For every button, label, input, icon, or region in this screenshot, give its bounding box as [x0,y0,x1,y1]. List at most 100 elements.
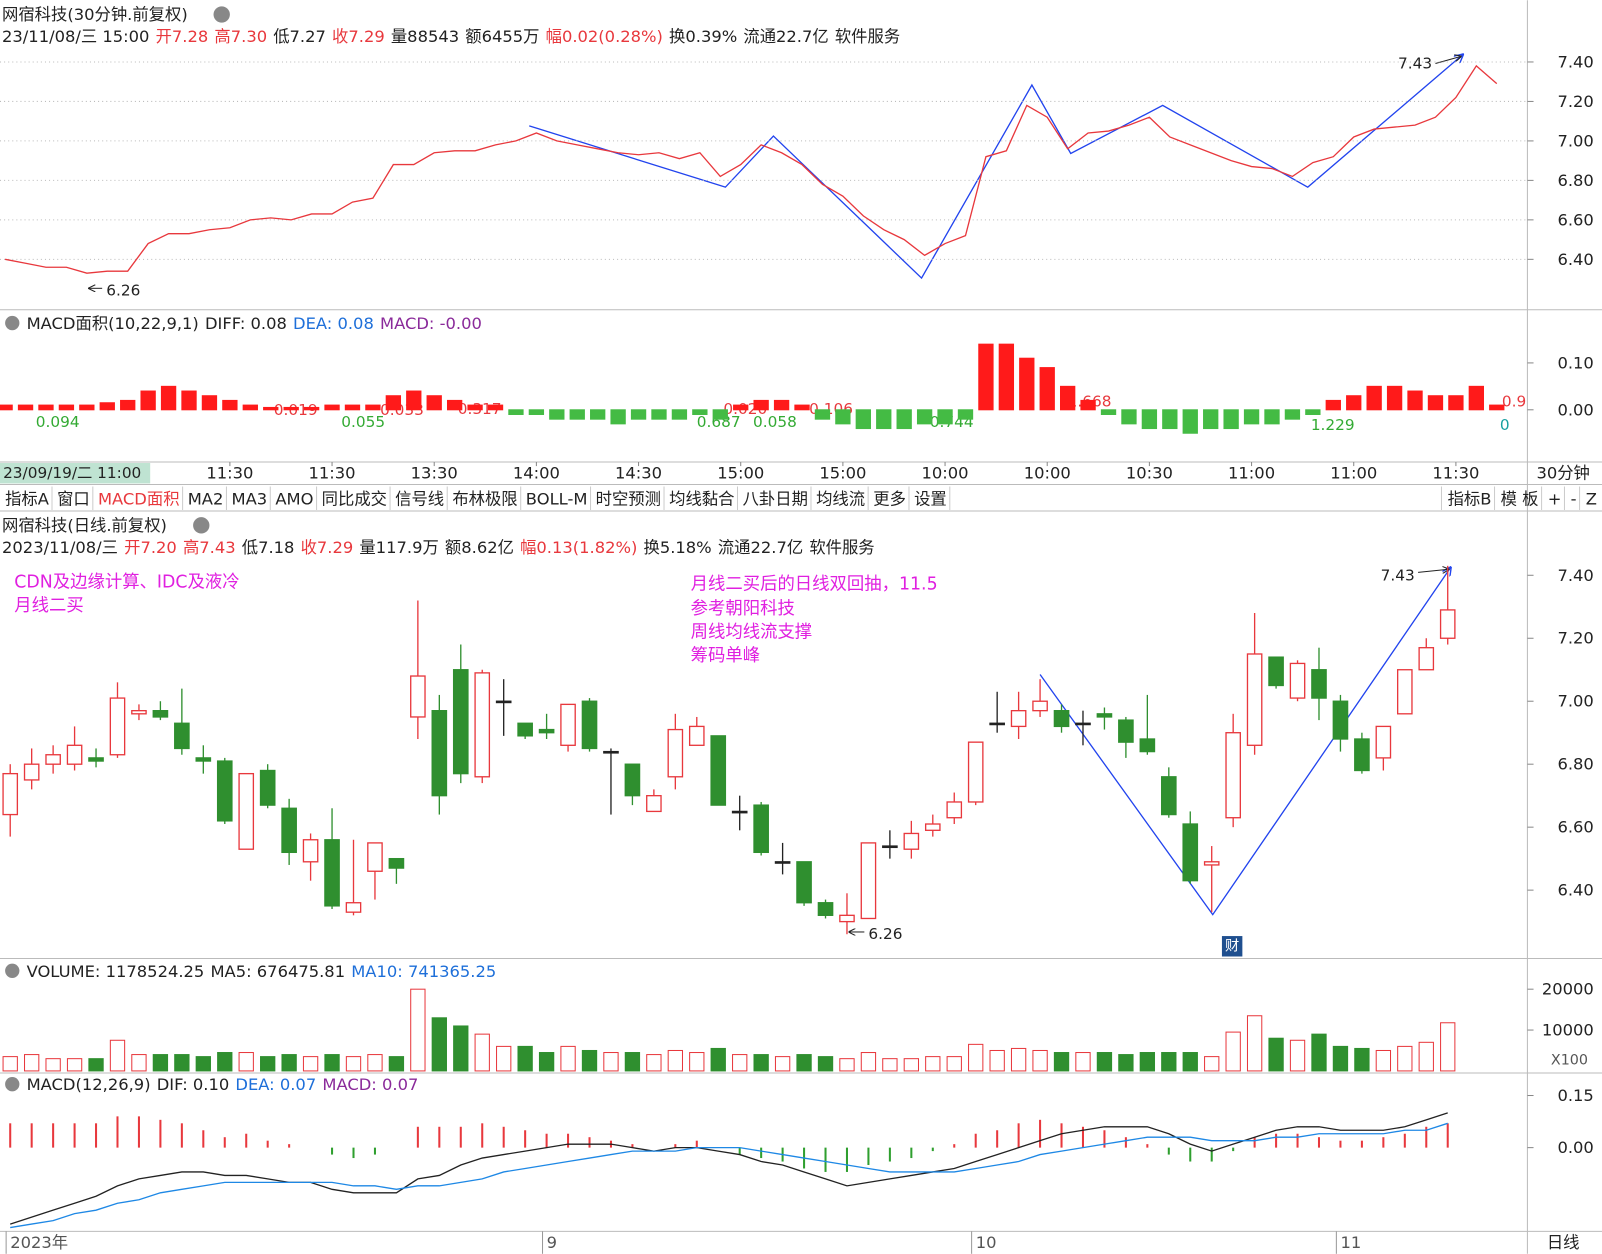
bar [903,1058,920,1072]
bar [1182,1052,1198,1072]
toolbar-button[interactable]: BOLL-M [526,489,588,508]
candle-body [796,861,812,904]
indicator-line [10,1112,1448,1225]
event-badge[interactable] [1221,936,1243,957]
bar [1019,357,1035,411]
cursor-time: 23/09/19/二 11:00 [3,464,141,482]
toolbar-button[interactable]: 设置 [914,489,947,508]
toolbar-button[interactable]: AMO [275,489,313,508]
candle-body [195,757,212,762]
x-tick-label: 2023年 [10,1233,68,1252]
y-tick-label: 6.60 [1557,210,1593,229]
candle-body [1396,669,1413,715]
candle-body [903,832,920,850]
bar [367,1054,383,1072]
bar [732,1054,748,1072]
bar [1268,1037,1284,1072]
toolbar-button[interactable]: 窗口 [57,489,90,508]
bar [45,1058,61,1072]
chart-title: 网宿科技(日线.前复权) [2,516,167,535]
candle-body [624,763,641,797]
info-item: MA10: 741365.25 [351,961,496,980]
candle-body [88,757,104,762]
toolbar-button[interactable]: 指标A [5,489,50,508]
bar [0,404,13,411]
candle-body [667,728,684,778]
bar [24,1054,40,1072]
bar [896,409,912,430]
dropdown-icon[interactable] [5,1077,20,1092]
candle-body [388,857,405,869]
bar [1010,1047,1027,1072]
bar [692,409,708,415]
toolbar-button[interactable]: MA2 [188,489,224,508]
bar [474,1033,490,1072]
candle-body [924,823,941,831]
indicator-line [10,1122,1448,1229]
candle-body [431,710,448,797]
toolbar-button[interactable]: 八卦日期 [743,489,808,508]
x-tick-label: 11:00 [1228,464,1275,483]
toolbar-button[interactable]: 模 板 [1501,489,1539,508]
x-tick-label: 10:30 [1126,464,1173,483]
annotation: 筹码单峰 [691,646,760,666]
dropdown-icon[interactable] [5,315,20,331]
y-tick-label: 6.80 [1557,171,1593,190]
info-item: 收7.29 [332,26,385,45]
candle-body [581,700,598,750]
toolbar-button[interactable]: 指标B [1448,489,1492,508]
bar [538,1052,555,1072]
info-item: DIFF: 0.08 [205,314,287,333]
toolbar-button[interactable]: - [1571,489,1577,508]
toolbar-button[interactable]: 均线流 [816,489,865,508]
indicator-title: MACD面积(10,22,9,1) [27,314,199,333]
toolbar-button[interactable]: + [1548,489,1562,508]
bar [646,1054,662,1072]
bar [590,409,606,420]
info-item: MACD: 0.07 [322,1075,418,1094]
bar [1162,409,1178,430]
bar [925,1056,941,1072]
bar [549,409,565,420]
bar [712,409,728,420]
bar [344,404,361,411]
candle-body [495,700,512,704]
x-tick-label: 15:00 [819,464,866,483]
bar [365,404,381,411]
toolbar-button[interactable]: 布林极限 [452,489,517,508]
candle-body [1118,719,1134,743]
candle-body [946,801,963,819]
y-tick-label: 6.80 [1557,755,1593,774]
x-tick-label: 15:00 [717,464,764,483]
bar [1427,395,1444,411]
period-label[interactable]: 30分钟 [1536,464,1589,483]
candle-body [989,722,1005,726]
period-label[interactable]: 日线 [1547,1233,1580,1252]
dropdown-icon[interactable] [193,517,210,534]
trend-line [1039,567,1451,916]
toolbar-button[interactable]: 更多 [873,489,906,508]
candle-body [345,902,362,913]
bar [508,409,524,415]
bar [88,1058,104,1072]
toolbar-button[interactable]: MACD面积 [98,489,180,508]
bar [1161,1052,1177,1072]
dropdown-icon[interactable] [213,6,230,23]
info-item: MA5: 676475.81 [210,961,345,980]
info-item: 2023/11/08/三 [2,537,118,556]
dropdown-icon[interactable] [5,963,20,978]
bar [260,1056,276,1072]
info-item: 换5.18% [644,537,712,556]
info-item: 高7.30 [214,26,267,45]
toolbar-button[interactable]: 均线黏合 [669,489,734,508]
toolbar-button[interactable]: Z [1586,489,1597,508]
toolbar-button[interactable]: MA3 [232,489,268,508]
bar [238,1052,254,1072]
bar [569,409,585,420]
toolbar-button[interactable]: 同比成交 [322,489,387,508]
toolbar-button[interactable]: 信号线 [395,489,444,508]
toolbar-button[interactable]: 时空预测 [596,489,661,508]
bar [1100,409,1117,415]
